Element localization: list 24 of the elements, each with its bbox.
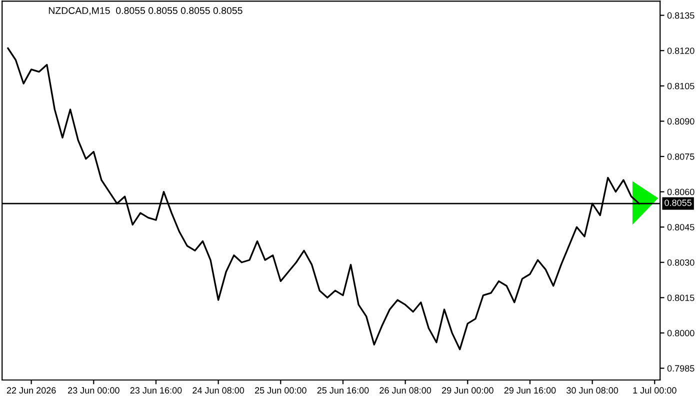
y-tick-label: 0.8030 bbox=[667, 259, 694, 266]
y-tick-label: 0.8075 bbox=[667, 153, 694, 160]
y-tick-label: 0.8000 bbox=[667, 330, 694, 336]
y-tick-label: 0.7985 bbox=[667, 365, 694, 372]
x-tick-label: 24 Jun 08:00 bbox=[192, 387, 244, 394]
y-tick-label: 0.8120 bbox=[667, 48, 694, 54]
x-tick-label: 26 Jun 08:00 bbox=[380, 387, 432, 394]
x-tick-label: 29 Jun 16:00 bbox=[504, 387, 556, 394]
y-tick-label: 0.8015 bbox=[667, 294, 694, 302]
x-tick-label: 1 Jul 00:00 bbox=[633, 386, 676, 394]
y-tick-label: 0.8090 bbox=[667, 118, 694, 125]
x-tick-label: 23 Jun 00:00 bbox=[68, 387, 120, 394]
y-tick-label: 0.8045 bbox=[667, 224, 694, 230]
x-tick-label: 23 Jun 16:00 bbox=[130, 387, 182, 394]
y-tick-label: 0.8135 bbox=[667, 12, 694, 19]
x-tick-label: 22 Jun 2026 bbox=[6, 387, 56, 394]
x-tick-label: 25 Jun 00:00 bbox=[255, 387, 306, 394]
x-tick-label: 30 Jun 08:00 bbox=[566, 387, 618, 394]
x-tick-label: 25 Jun 16:00 bbox=[317, 387, 369, 394]
text: NZDCAD,M15 0.8055 0.8055 0.8055 0.8055 bbox=[48, 7, 242, 16]
y-tick-label: 0.8105 bbox=[667, 82, 694, 90]
x-tick-label: 29 Jun 00:00 bbox=[442, 387, 494, 394]
ref-line-label: 0.8055 bbox=[664, 200, 692, 206]
y-tick-label: 0.8060 bbox=[667, 188, 694, 196]
